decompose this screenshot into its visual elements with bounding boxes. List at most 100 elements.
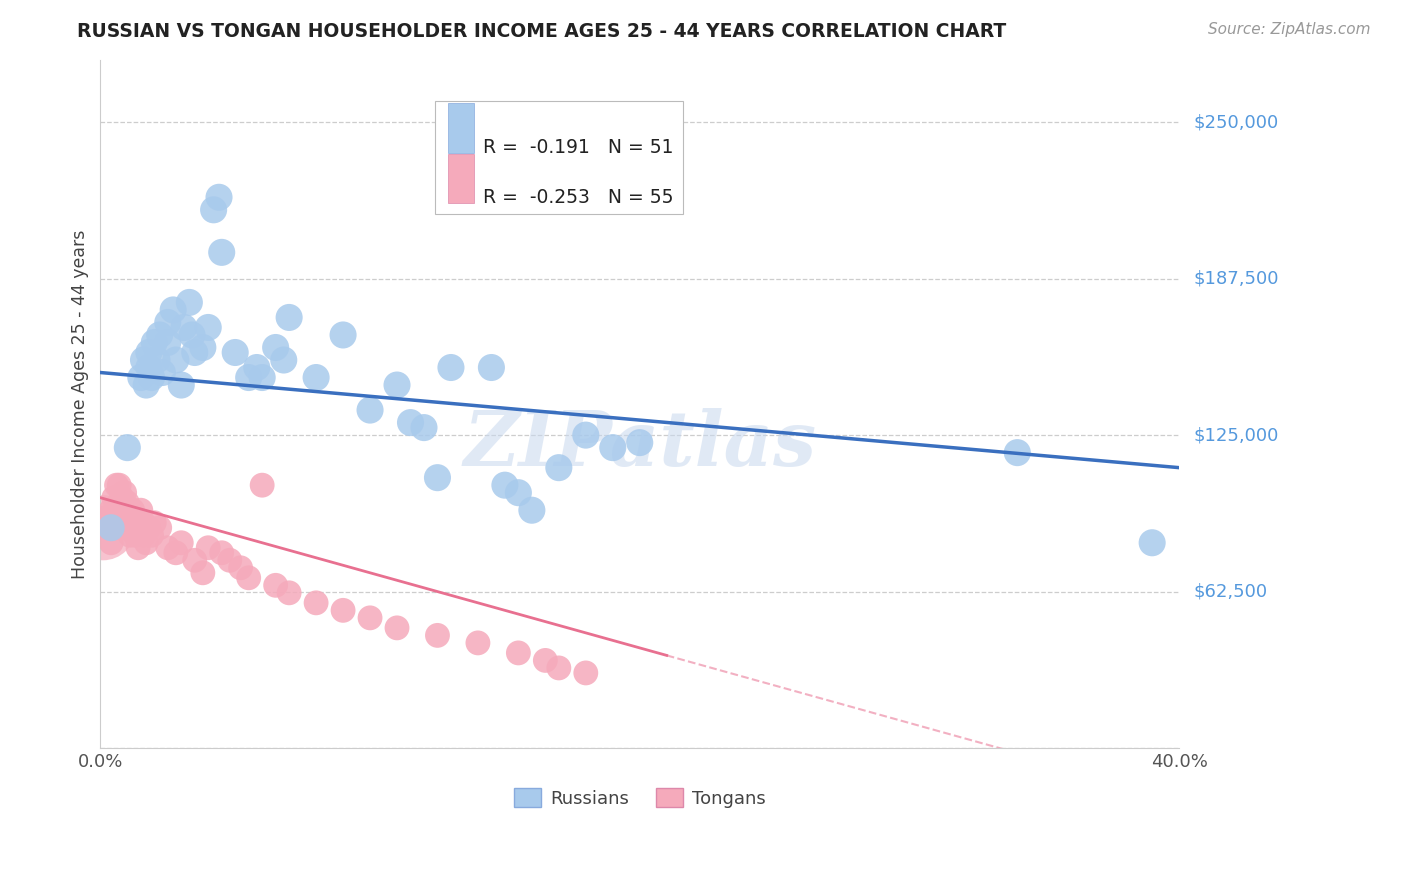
Point bbox=[117, 496, 139, 510]
Legend: Russians, Tongans: Russians, Tongans bbox=[506, 780, 773, 814]
Point bbox=[1140, 535, 1163, 549]
Point bbox=[129, 521, 152, 535]
Point bbox=[173, 320, 195, 334]
Point bbox=[202, 202, 225, 217]
Point bbox=[575, 665, 598, 680]
Point bbox=[547, 460, 569, 475]
Point bbox=[246, 360, 269, 375]
Point bbox=[108, 478, 131, 492]
Point bbox=[602, 441, 624, 455]
Y-axis label: Householder Income Ages 25 - 44 years: Householder Income Ages 25 - 44 years bbox=[72, 229, 89, 579]
Point bbox=[129, 503, 152, 517]
Point bbox=[156, 541, 179, 555]
Point bbox=[385, 621, 408, 635]
Point bbox=[218, 553, 240, 567]
Point bbox=[359, 611, 381, 625]
Point bbox=[165, 353, 187, 368]
Point bbox=[181, 328, 204, 343]
Point bbox=[162, 302, 184, 317]
Point bbox=[399, 416, 422, 430]
Point bbox=[385, 378, 408, 392]
Text: ZIPatlas: ZIPatlas bbox=[463, 409, 817, 482]
Point bbox=[426, 628, 449, 642]
Point bbox=[332, 603, 354, 617]
Point bbox=[141, 528, 163, 542]
Point bbox=[278, 586, 301, 600]
Text: $125,000: $125,000 bbox=[1194, 426, 1278, 444]
Point bbox=[481, 360, 503, 375]
Point bbox=[494, 478, 516, 492]
Point bbox=[94, 510, 117, 524]
Point bbox=[135, 378, 157, 392]
Text: $250,000: $250,000 bbox=[1194, 113, 1278, 131]
Point bbox=[534, 653, 557, 667]
Point bbox=[111, 491, 134, 505]
Point bbox=[305, 596, 328, 610]
FancyBboxPatch shape bbox=[447, 153, 474, 203]
Point bbox=[170, 378, 193, 392]
Text: Source: ZipAtlas.com: Source: ZipAtlas.com bbox=[1208, 22, 1371, 37]
Point bbox=[91, 521, 114, 535]
Text: $62,500: $62,500 bbox=[1194, 582, 1267, 600]
Point bbox=[149, 521, 172, 535]
Point bbox=[508, 485, 530, 500]
Point bbox=[114, 485, 136, 500]
Point bbox=[332, 328, 354, 343]
Point bbox=[467, 636, 489, 650]
Point bbox=[208, 190, 231, 204]
Point bbox=[224, 345, 246, 359]
FancyBboxPatch shape bbox=[447, 103, 474, 153]
Point bbox=[440, 360, 463, 375]
Point bbox=[121, 503, 143, 517]
Point bbox=[413, 420, 436, 434]
Point bbox=[146, 353, 169, 368]
Point bbox=[124, 528, 146, 542]
Point bbox=[143, 516, 166, 530]
Point bbox=[156, 335, 179, 350]
Point bbox=[238, 571, 260, 585]
Point bbox=[149, 328, 172, 343]
FancyBboxPatch shape bbox=[434, 101, 683, 214]
Point bbox=[273, 353, 295, 368]
Point bbox=[426, 471, 449, 485]
Point bbox=[127, 541, 149, 555]
Point bbox=[138, 521, 160, 535]
Point bbox=[105, 503, 128, 517]
Point bbox=[1007, 445, 1029, 459]
Text: RUSSIAN VS TONGAN HOUSEHOLDER INCOME AGES 25 - 44 YEARS CORRELATION CHART: RUSSIAN VS TONGAN HOUSEHOLDER INCOME AGE… bbox=[77, 22, 1007, 41]
Point bbox=[238, 370, 260, 384]
Point bbox=[197, 320, 219, 334]
Point bbox=[575, 428, 598, 442]
Point bbox=[170, 535, 193, 549]
Text: $187,500: $187,500 bbox=[1194, 269, 1278, 287]
Point bbox=[191, 341, 214, 355]
Point bbox=[117, 441, 139, 455]
Point bbox=[520, 503, 543, 517]
Point bbox=[108, 496, 131, 510]
Point bbox=[132, 528, 155, 542]
Point bbox=[359, 403, 381, 417]
Point bbox=[305, 370, 328, 384]
Point bbox=[628, 435, 651, 450]
Point bbox=[165, 546, 187, 560]
Point bbox=[264, 341, 287, 355]
Point bbox=[229, 561, 252, 575]
Point bbox=[100, 503, 122, 517]
Point bbox=[184, 345, 207, 359]
Point bbox=[105, 478, 128, 492]
Point bbox=[111, 503, 134, 517]
Point bbox=[250, 370, 273, 384]
Point bbox=[211, 546, 233, 560]
Point bbox=[264, 578, 287, 592]
Point bbox=[156, 315, 179, 329]
Point bbox=[143, 335, 166, 350]
Point bbox=[103, 521, 125, 535]
Point bbox=[97, 521, 120, 535]
Point bbox=[197, 541, 219, 555]
Point bbox=[118, 528, 141, 542]
Point bbox=[179, 295, 201, 310]
Point bbox=[250, 478, 273, 492]
Point bbox=[547, 661, 569, 675]
Point bbox=[211, 245, 233, 260]
Point bbox=[278, 310, 301, 325]
